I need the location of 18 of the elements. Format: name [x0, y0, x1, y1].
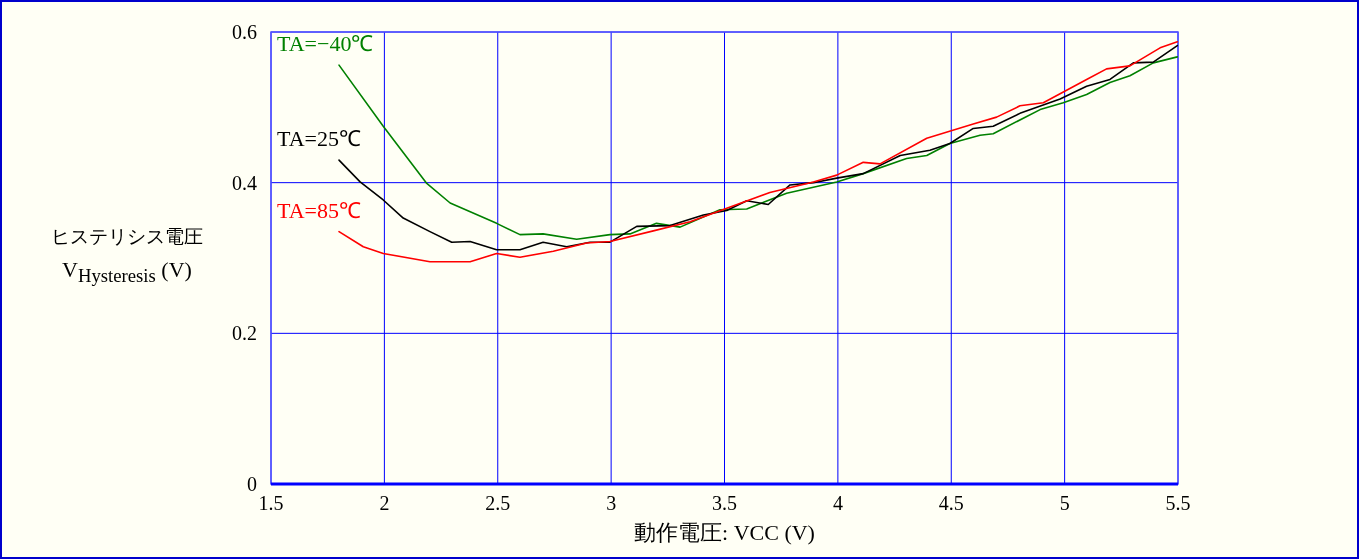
x-tick-label: 3: [606, 492, 617, 514]
x-tick-label: 4.5: [938, 492, 964, 514]
series-label: TA=−40℃: [277, 31, 374, 57]
x-tick-label: 5.5: [1165, 492, 1191, 514]
y-tick-label: 0.4: [232, 171, 257, 194]
x-tick-label: 1.5: [258, 492, 284, 514]
series-label: TA=25℃: [277, 126, 362, 152]
x-axis-title: 動作電圧: VCC (V): [634, 520, 815, 545]
x-tick-label: 2: [379, 492, 390, 514]
y-tick-label: 0.6: [232, 21, 257, 43]
x-tick-label: 2.5: [485, 492, 511, 514]
x-tick-label: 4: [832, 492, 843, 514]
y-axis-title: ヒステリシス電圧 V$_{Hysteresis}$ (V): [51, 226, 203, 286]
series-label: TA=85℃: [277, 197, 362, 223]
y-tick-label: 0.2: [232, 322, 257, 345]
x-tick-label: 5: [1059, 492, 1070, 514]
x-tick-label: 3.5: [712, 492, 737, 514]
y-tick-label: 0: [247, 473, 257, 495]
